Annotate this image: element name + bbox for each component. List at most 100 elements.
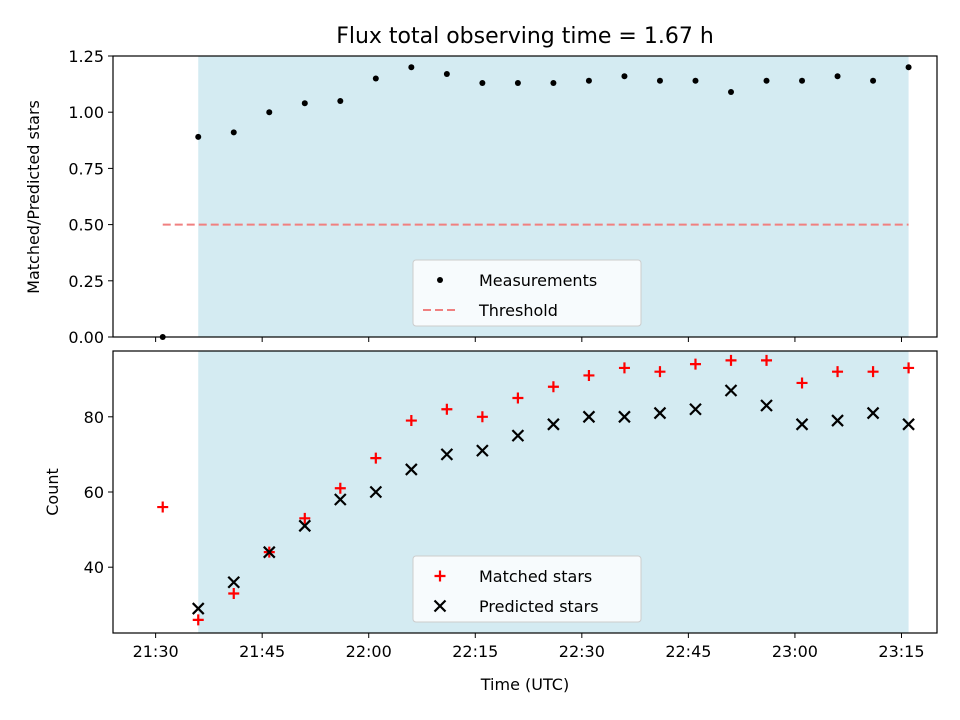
data-point xyxy=(585,77,592,84)
x-tick-label: 22:00 xyxy=(346,642,392,661)
y-tick-label: 0.75 xyxy=(68,159,104,178)
data-point xyxy=(191,602,205,615)
legend: Measurements Threshold xyxy=(412,259,642,327)
data-point xyxy=(479,79,486,86)
data-point xyxy=(266,109,273,116)
data-point xyxy=(905,64,912,71)
data-point xyxy=(228,588,240,600)
data-point xyxy=(832,366,844,378)
y-axis-label-top: Matched/Predicted stars xyxy=(24,100,43,294)
data-point xyxy=(618,410,631,424)
data-point xyxy=(583,369,595,381)
legend-marker xyxy=(434,570,446,582)
data-point xyxy=(689,358,701,370)
data-point xyxy=(299,512,311,524)
x-tick-label: 22:15 xyxy=(452,642,498,661)
data-point xyxy=(157,501,169,513)
legend-label: Predicted stars xyxy=(479,597,599,616)
data-point xyxy=(370,452,382,464)
top-panel: 0.00 0.25 0.50 0.75 1.00 1.25 Measurements Thre… xyxy=(68,47,938,347)
legend-box xyxy=(412,259,642,327)
data-point xyxy=(334,482,346,494)
data-point xyxy=(689,403,702,416)
data-point xyxy=(867,366,879,378)
y-axis-label-bottom: Count xyxy=(43,468,62,516)
data-point xyxy=(511,429,525,442)
data-point xyxy=(656,77,663,84)
data-point xyxy=(761,354,773,366)
y-tick-label: 60 xyxy=(84,483,104,502)
data-point xyxy=(443,70,450,77)
data-point xyxy=(441,403,453,415)
legend-marker xyxy=(437,277,443,283)
data-point xyxy=(334,493,347,506)
data-point xyxy=(440,448,454,461)
data-point xyxy=(547,381,559,393)
data-point xyxy=(514,79,521,86)
data-point xyxy=(369,485,383,499)
data-point xyxy=(547,418,560,431)
data-point xyxy=(476,444,489,457)
y-tick-label: 0.25 xyxy=(68,272,104,291)
data-point xyxy=(512,392,524,404)
x-tick-label: 23:15 xyxy=(878,642,924,661)
data-point xyxy=(618,362,630,374)
y-tick-label: 1.25 xyxy=(68,47,104,66)
x-axis-label: Time (UTC) xyxy=(480,675,569,694)
legend-label: Measurements xyxy=(479,271,597,290)
data-point xyxy=(728,88,734,95)
data-point xyxy=(760,399,773,412)
y-tick-label: 80 xyxy=(84,408,104,427)
data-point xyxy=(230,129,237,136)
x-tick-label: 21:45 xyxy=(239,642,285,661)
data-point xyxy=(227,575,241,589)
axes-frame xyxy=(112,55,938,338)
legend-marker xyxy=(433,599,447,613)
bottom-panel: 40 60 80 21:30 21:45 22:00 22:15 22:30 22:45 23:0… xyxy=(84,350,938,661)
data-point xyxy=(831,414,844,427)
data-point xyxy=(195,133,202,140)
data-point xyxy=(262,545,276,559)
y-tick-label: 0.50 xyxy=(68,216,104,235)
data-point xyxy=(405,463,418,476)
data-point xyxy=(870,77,877,84)
legend-label: Matched stars xyxy=(479,567,592,586)
data-point xyxy=(476,411,488,423)
data-point xyxy=(298,519,312,533)
data-point xyxy=(799,77,806,84)
legend-label: Threshold xyxy=(478,301,558,320)
data-point xyxy=(621,73,628,80)
data-point xyxy=(582,410,596,424)
data-point xyxy=(725,354,737,366)
data-point xyxy=(337,97,344,104)
data-point xyxy=(372,75,379,82)
data-point xyxy=(724,384,738,397)
data-point xyxy=(902,418,915,431)
x-tick-label: 22:30 xyxy=(559,642,605,661)
data-point xyxy=(692,77,699,84)
legend: Matched stars Predicted stars xyxy=(412,555,642,623)
data-point xyxy=(834,73,841,80)
data-point xyxy=(866,406,880,420)
data-point xyxy=(405,415,417,427)
data-point xyxy=(795,418,809,431)
chart-title: Flux total observing time = 1.67 h xyxy=(336,24,714,49)
data-point xyxy=(550,79,557,86)
axes-frame xyxy=(112,350,938,634)
x-tick-label: 23:00 xyxy=(772,642,818,661)
x-tick-label: 22:45 xyxy=(665,642,711,661)
data-point xyxy=(903,362,915,374)
data-point xyxy=(653,406,667,420)
data-point xyxy=(796,377,808,389)
data-point xyxy=(192,614,204,626)
data-point xyxy=(408,64,415,71)
data-point xyxy=(763,77,770,84)
data-point xyxy=(301,100,308,107)
y-tick-label: 40 xyxy=(84,558,104,577)
x-tick-label: 21:30 xyxy=(133,642,179,661)
y-tick-label: 1.00 xyxy=(68,103,104,122)
y-tick-label: 0.00 xyxy=(68,328,104,347)
legend-box xyxy=(412,555,642,623)
data-point xyxy=(654,366,666,378)
